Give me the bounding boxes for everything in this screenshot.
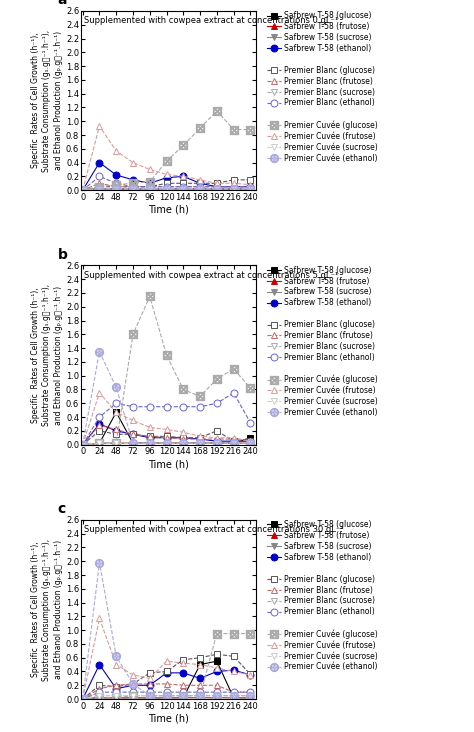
Legend: Safbrew T-58 (glucose), Safbrew T-58 (frutose), Safbrew T-58 (sucrose), Safbrew : Safbrew T-58 (glucose), Safbrew T-58 (fr… <box>267 266 377 417</box>
Text: Supplemented with cowpea extract at concentrations 5 gL⁻¹: Supplemented with cowpea extract at conc… <box>84 271 338 280</box>
Y-axis label: Specific  Rates of Cell Growth (h⁻¹),
Substrate Consumption (gₛ.g₏⁻¹.h⁻¹),
and E: Specific Rates of Cell Growth (h⁻¹), Sub… <box>30 29 63 171</box>
Text: Supplemented with cowpea extract at concentrations 0 gL⁻¹: Supplemented with cowpea extract at conc… <box>84 16 338 26</box>
X-axis label: Time (h): Time (h) <box>148 714 189 724</box>
Text: c: c <box>58 502 66 516</box>
Y-axis label: Specific  Rates of Cell Growth (h⁻¹),
Substrate Consumption (gₛ.g₏⁻¹.h⁻¹),
and E: Specific Rates of Cell Growth (h⁻¹), Sub… <box>30 539 63 681</box>
Text: b: b <box>58 248 68 262</box>
Y-axis label: Specific  Rates of Cell Growth (h⁻¹),
Substrate Consumption (gₛ.g₏⁻¹.h⁻¹),
and E: Specific Rates of Cell Growth (h⁻¹), Sub… <box>30 284 63 426</box>
X-axis label: Time (h): Time (h) <box>148 205 189 214</box>
Text: a: a <box>58 0 67 7</box>
Text: Supplemented with cowpea extract at concentrations 30 gL⁻¹: Supplemented with cowpea extract at conc… <box>84 526 344 534</box>
Legend: Safbrew T-58 (glucose), Safbrew T-58 (frutose), Safbrew T-58 (sucrose), Safbrew : Safbrew T-58 (glucose), Safbrew T-58 (fr… <box>267 520 377 671</box>
Legend: Safbrew T-58 (glucose), Safbrew T-58 (frutose), Safbrew T-58 (sucrose), Safbrew : Safbrew T-58 (glucose), Safbrew T-58 (fr… <box>267 11 377 163</box>
X-axis label: Time (h): Time (h) <box>148 459 189 469</box>
